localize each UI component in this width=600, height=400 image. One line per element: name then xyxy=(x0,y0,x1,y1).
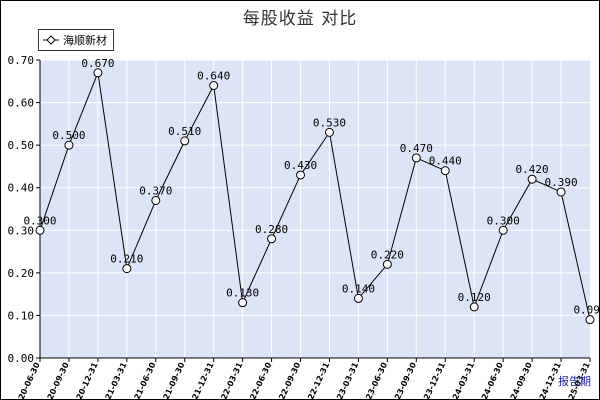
x-tick-label: 2022-09-30 xyxy=(273,361,303,400)
x-tick-label: 2021-06-30 xyxy=(128,361,158,400)
data-point xyxy=(324,127,334,137)
data-point xyxy=(64,140,74,150)
x-tick-label: 2020-12-31 xyxy=(70,361,100,400)
x-tick-label: 2022-06-30 xyxy=(244,361,274,400)
data-label: 0.120 xyxy=(458,291,491,304)
data-point xyxy=(151,195,161,205)
data-point xyxy=(267,234,277,244)
data-label: 0.430 xyxy=(284,159,317,172)
series-line xyxy=(39,70,591,320)
x-tick-label: 2024-09-30 xyxy=(504,361,534,400)
data-label: 0.280 xyxy=(255,223,288,236)
data-point xyxy=(353,293,363,303)
x-axis-name: 报告期 xyxy=(558,375,591,388)
x-tick-label: 2023-12-31 xyxy=(417,361,447,400)
data-label: 0.140 xyxy=(342,282,375,295)
data-label: 0.090 xyxy=(573,304,600,317)
data-point xyxy=(440,166,450,176)
plot-area xyxy=(40,60,590,358)
legend-label: 海顺新材 xyxy=(63,34,107,47)
x-tick-label: 2023-09-30 xyxy=(388,361,418,400)
x-tick-label: 2024-03-31 xyxy=(446,361,476,400)
data-point xyxy=(382,259,392,269)
data-label: 0.500 xyxy=(52,129,85,142)
y-tick-label: 0.00 xyxy=(8,352,35,365)
data-point xyxy=(238,298,248,308)
y-tick-label: 0.70 xyxy=(8,54,35,67)
y-tick-label: 0.60 xyxy=(8,97,35,110)
data-point xyxy=(35,225,45,235)
x-tick-label: 2022-03-31 xyxy=(215,361,245,400)
data-label: 0.640 xyxy=(197,70,230,83)
y-tick-label: 0.30 xyxy=(8,224,35,237)
x-tick-label: 2023-03-31 xyxy=(330,361,360,400)
data-point xyxy=(498,225,508,235)
data-point xyxy=(469,302,479,312)
data-point xyxy=(180,136,190,146)
legend-marker-icon xyxy=(43,35,59,45)
y-tick-label: 0.20 xyxy=(8,267,35,280)
x-tick-label: 2020-06-30 xyxy=(12,361,42,400)
data-point xyxy=(585,315,595,325)
legend: 海顺新材 xyxy=(38,29,114,51)
data-label: 0.390 xyxy=(544,176,577,189)
x-tick-label: 2021-12-31 xyxy=(186,361,216,400)
data-label: 0.370 xyxy=(139,184,172,197)
x-tick-label: 2024-06-30 xyxy=(475,361,505,400)
x-tick-label: 2022-12-31 xyxy=(302,361,332,400)
data-point xyxy=(93,68,103,78)
data-label: 0.510 xyxy=(168,125,201,138)
x-tick-label: 2020-09-30 xyxy=(41,361,71,400)
y-tick-label: 0.50 xyxy=(8,139,35,152)
y-tick-label: 0.10 xyxy=(8,309,35,322)
data-label: 0.530 xyxy=(313,116,346,129)
y-tick-label: 0.40 xyxy=(8,182,35,195)
data-point xyxy=(556,187,566,197)
data-point xyxy=(296,170,306,180)
data-label: 0.440 xyxy=(429,155,462,168)
x-tick-label: 2023-06-30 xyxy=(359,361,389,400)
data-label: 0.130 xyxy=(226,287,259,300)
data-label: 0.210 xyxy=(110,253,143,266)
data-label: 0.420 xyxy=(516,163,549,176)
chart-title: 每股收益 对比 xyxy=(242,9,358,29)
data-point xyxy=(411,153,421,163)
data-point xyxy=(527,174,537,184)
data-label: 0.300 xyxy=(487,214,520,227)
data-label: 0.300 xyxy=(23,214,56,227)
data-label: 0.220 xyxy=(371,248,404,261)
data-label: 0.470 xyxy=(400,142,433,155)
x-tick-label: 2021-09-30 xyxy=(157,361,187,400)
data-point xyxy=(209,81,219,91)
x-tick-label: 2021-03-31 xyxy=(99,361,129,400)
data-point xyxy=(122,264,132,274)
data-label: 0.670 xyxy=(81,57,114,70)
